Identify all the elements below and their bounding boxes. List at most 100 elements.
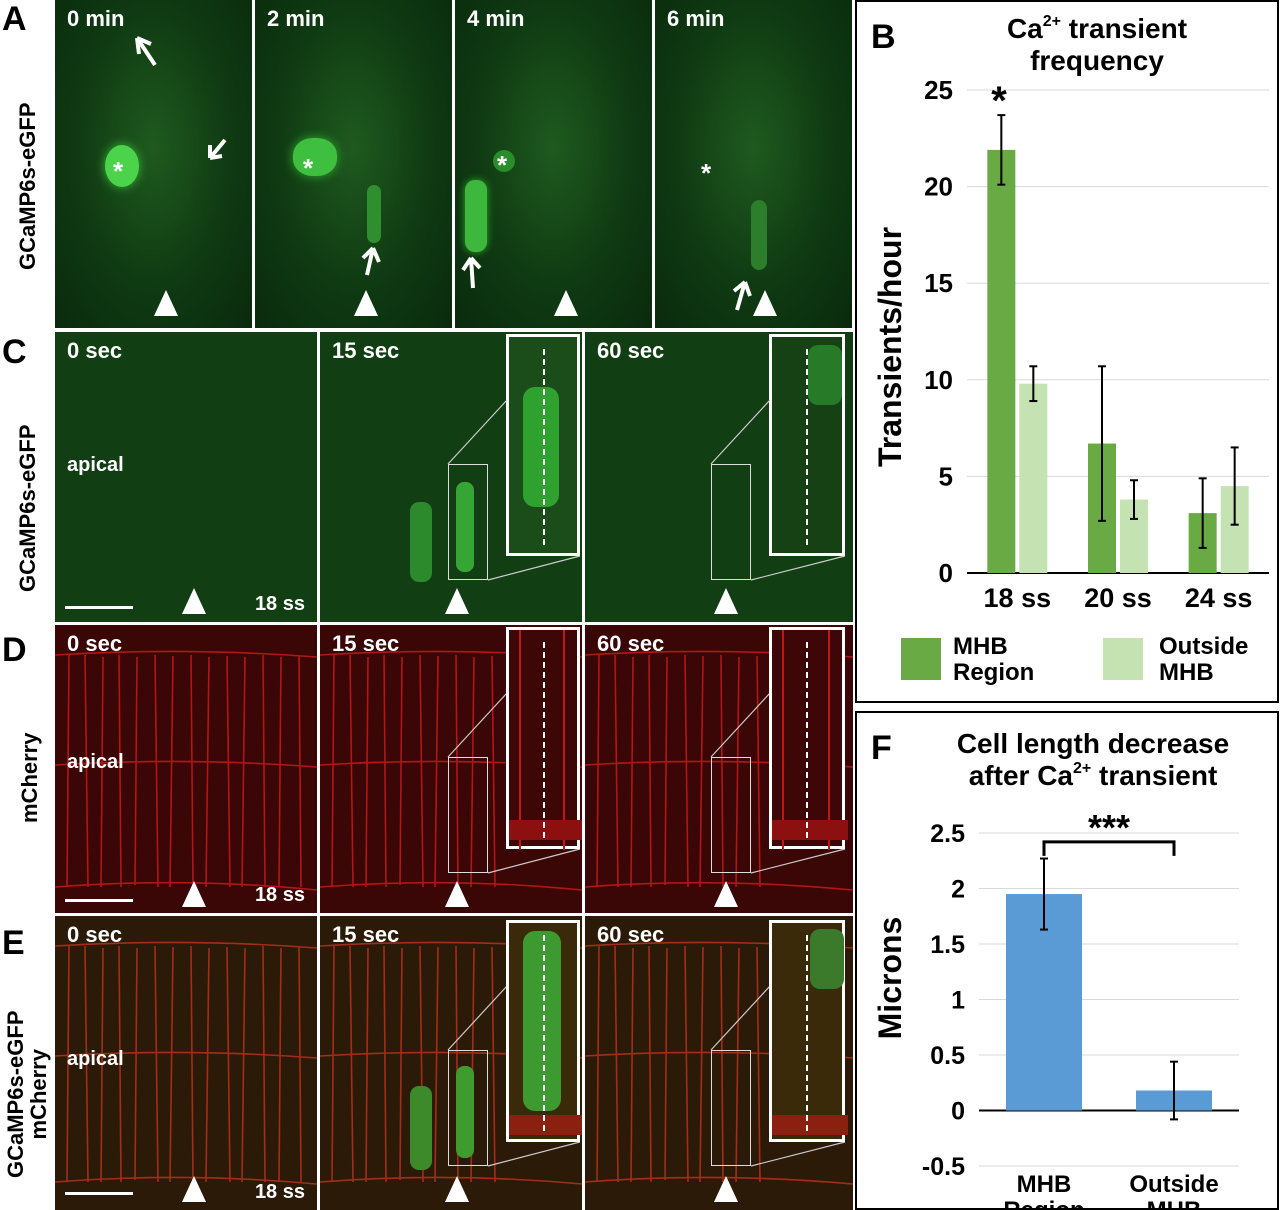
chart-b-significance: * xyxy=(991,79,1007,123)
scale-bar xyxy=(65,606,133,609)
zoom-inset xyxy=(769,334,845,556)
zoom-lines xyxy=(447,399,581,581)
cell-blob xyxy=(410,502,432,582)
zoom-inset xyxy=(769,920,848,1142)
tile-c-0sec: 0 sec apical 18 ss xyxy=(55,332,317,622)
time-label: 4 min xyxy=(467,6,525,31)
time-label: 60 sec xyxy=(597,338,665,363)
y-tick-label: 1 xyxy=(951,987,965,1015)
time-label: 15 sec xyxy=(332,338,400,363)
tile-c-15sec: 15 sec xyxy=(320,332,582,622)
cell-blob xyxy=(410,1086,432,1170)
y-tick-label: 0.5 xyxy=(930,1042,965,1070)
zoom-lines xyxy=(710,399,846,581)
chart-f-frame: F Cell length decrease after Ca2+ transi… xyxy=(855,711,1279,1210)
tile-d-0sec: 0 sec apical 18 ss xyxy=(55,625,317,913)
arrowhead-icon xyxy=(714,1176,738,1202)
legend-label-outside-2: MHB xyxy=(1159,659,1214,686)
tile-e-15sec: 15 sec xyxy=(320,916,582,1210)
cell-blob xyxy=(293,138,337,176)
arrowhead-icon xyxy=(445,881,469,907)
y-tick-label: 0 xyxy=(951,1098,965,1126)
tile-a-2min: 2 min * xyxy=(255,0,452,328)
row-label-e-line2: mCherry xyxy=(26,1049,52,1140)
time-label: 2 min xyxy=(267,6,325,31)
apical-label: apical xyxy=(67,1048,124,1070)
y-tick-label: -0.5 xyxy=(922,1153,965,1181)
arrowhead-icon xyxy=(714,881,738,907)
panel-letter-e: E xyxy=(2,924,25,962)
time-label: 60 sec xyxy=(597,922,665,947)
time-label: 0 sec xyxy=(67,338,123,363)
zoom-region-box xyxy=(711,1050,751,1166)
chart-b: B Ca2+ transient frequency Transients/ho… xyxy=(871,13,1269,686)
time-label: 6 min xyxy=(667,6,725,31)
arrowhead-icon xyxy=(182,1176,206,1202)
row-label-e-line1: GCaMP6s-eGFP xyxy=(3,1010,28,1179)
tile-e-0sec: 0 sec apical 18 ss xyxy=(55,916,317,1210)
arrowhead-icon xyxy=(714,588,738,614)
zoom-inset xyxy=(506,627,582,850)
tile-d-60sec: 60 sec xyxy=(585,625,853,913)
y-tick-label: 2 xyxy=(951,876,965,904)
stage-label: 18 ss xyxy=(254,1181,305,1203)
x-tick-label: MHB xyxy=(1017,1171,1072,1198)
cell-blob xyxy=(493,150,515,172)
tile-a-6min: 6 min * xyxy=(655,0,852,328)
bar xyxy=(987,149,1016,573)
significance-bracket xyxy=(1042,840,1176,856)
arrowhead-icon xyxy=(445,588,469,614)
legend-label-mhb-2: Region xyxy=(953,659,1034,686)
arrowhead-icon xyxy=(182,588,206,614)
zoom-inset xyxy=(506,334,580,556)
y-tick-label: 15 xyxy=(924,268,953,298)
time-label: 0 sec xyxy=(67,631,123,656)
membrane-pattern xyxy=(55,941,317,1185)
legend-swatch-outside xyxy=(1103,638,1143,680)
arrow-icons xyxy=(732,280,752,311)
cell-blob xyxy=(751,200,767,270)
chart-b-ylabel: Transients/hour xyxy=(872,227,908,467)
time-label: 60 sec xyxy=(597,631,665,656)
arrow-icons xyxy=(461,256,482,289)
x-tick-label: MHB xyxy=(1147,1197,1202,1208)
cell-blob xyxy=(456,1066,474,1158)
chart-b-title-line1: Ca2+ transient xyxy=(1007,13,1187,44)
zoom-region-box xyxy=(711,464,751,580)
cell-blob xyxy=(367,185,381,243)
y-tick-label: 10 xyxy=(924,365,953,395)
panel-letter-a: A xyxy=(2,0,27,38)
panel-letter-d: D xyxy=(2,631,27,669)
time-label: 0 min xyxy=(67,6,125,31)
x-tick-label: Region xyxy=(1003,1197,1084,1208)
asterisk: * xyxy=(303,153,314,183)
zoom-inset xyxy=(769,627,848,850)
zoom-inset xyxy=(506,920,582,1142)
chart-b-title-line2: frequency xyxy=(1030,45,1164,76)
panel-letter-f: F xyxy=(871,729,892,767)
asterisk: * xyxy=(497,150,508,180)
panel-letter-b: B xyxy=(871,18,896,56)
zoom-region-box xyxy=(448,464,488,580)
tile-d-15sec: 15 sec xyxy=(320,625,582,913)
scale-bar xyxy=(65,899,133,902)
scale-bar xyxy=(65,1192,133,1195)
y-tick-label: 20 xyxy=(924,172,953,202)
membrane-pattern xyxy=(55,650,317,891)
x-tick-label: 18 ss xyxy=(984,583,1052,613)
arrowhead-icon xyxy=(753,290,777,316)
tile-e-60sec: 60 sec xyxy=(585,916,853,1210)
arrowhead-icon xyxy=(354,290,378,316)
asterisk: * xyxy=(701,158,712,188)
arrowhead-icon xyxy=(182,881,206,907)
panel-letter-c: C xyxy=(2,333,27,371)
x-tick-label: 20 ss xyxy=(1084,583,1152,613)
tile-a-4min: 4 min * xyxy=(455,0,652,328)
stage-label: 18 ss xyxy=(254,884,305,906)
stage-label: 18 ss xyxy=(254,593,305,615)
arrowhead-icon xyxy=(154,290,178,316)
tile-a-0min: 0 min * xyxy=(55,0,252,328)
y-tick-label: 25 xyxy=(924,75,953,105)
row-label-c: GCaMP6s-eGFP xyxy=(15,424,40,593)
time-label: 15 sec xyxy=(332,631,400,656)
